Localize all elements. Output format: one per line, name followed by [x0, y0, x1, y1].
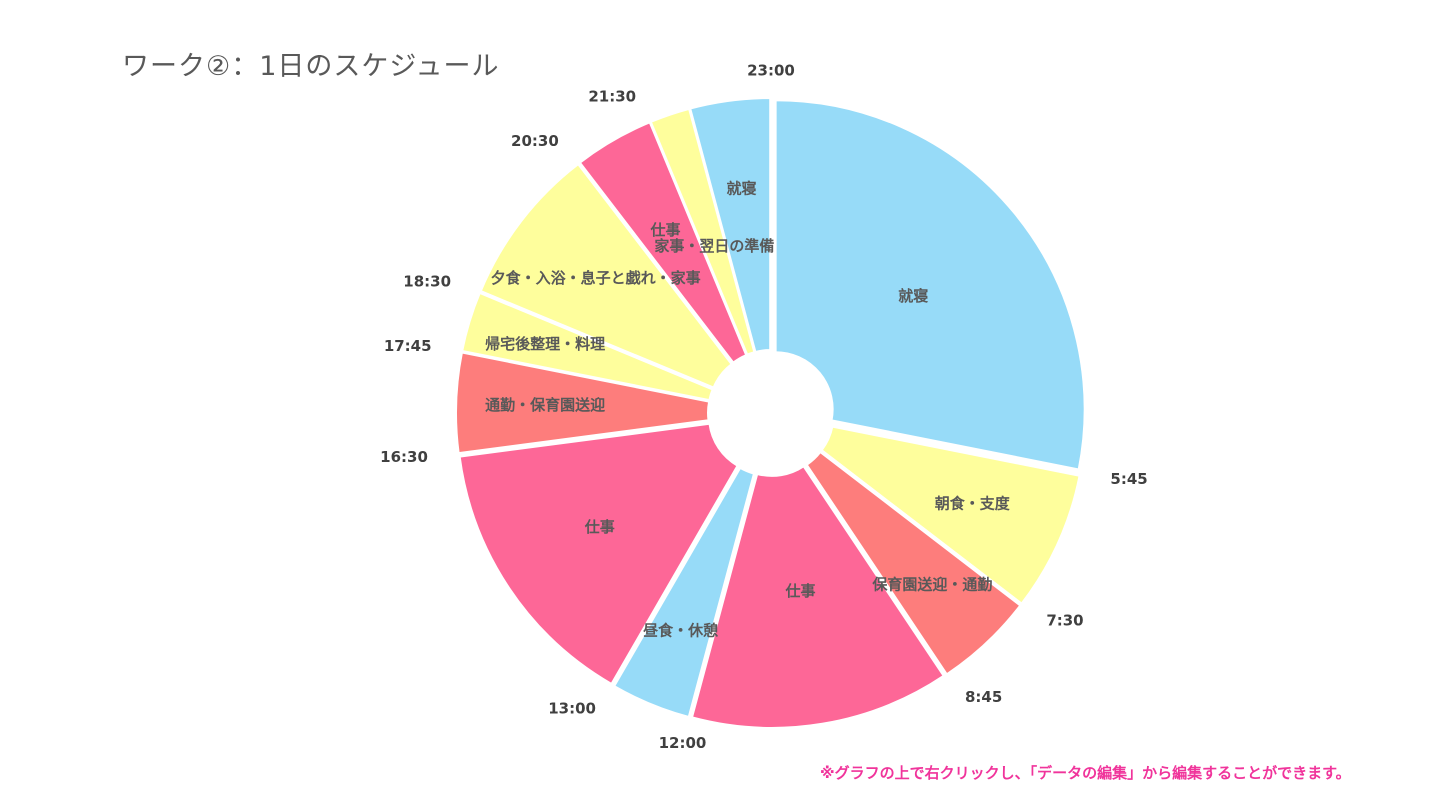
chart-slice[interactable] — [578, 121, 748, 364]
time-label: 18:30 — [403, 273, 451, 291]
chart-slices — [455, 97, 1086, 729]
slice-label: 就寝 — [726, 179, 756, 197]
chart-slice[interactable] — [455, 351, 711, 455]
page-title: ワーク②：1日のスケジュール — [122, 51, 500, 82]
chart-slice[interactable] — [689, 97, 772, 354]
time-label: 21:30 — [588, 88, 636, 106]
time-label: 17:45 — [384, 337, 432, 355]
chart-slice[interactable] — [690, 464, 946, 729]
chart-slice[interactable] — [612, 466, 756, 719]
edit-hint-note: ※グラフの上で右クリックし、「データの編集」から編集することができます。 — [820, 764, 1351, 782]
slice-label: 仕事 — [649, 221, 680, 239]
slice-label: 昼食・休憩 — [643, 622, 718, 640]
slice-label: 家事・翌日の準備 — [654, 237, 774, 255]
time-label: 7:30 — [1046, 612, 1083, 630]
chart-slice-labels: 就寝朝食・支度保育園送迎・通勤仕事昼食・休憩仕事通勤・保育園送迎帰宅後整理・料理… — [485, 179, 1011, 639]
time-label: 20:30 — [511, 132, 559, 150]
chart-slice[interactable] — [805, 450, 1022, 676]
chart-time-labels: 23:00 5:45 7:30 8:45 12:00 13:00 16:30 17:45 18:… — [380, 62, 1148, 752]
time-label: 8:45 — [965, 688, 1002, 706]
chart-slice[interactable] — [774, 99, 1086, 471]
slice-label: 仕事 — [784, 582, 815, 600]
time-label: 23:00 — [747, 62, 795, 80]
slice-label: 通勤・保育園送迎 — [485, 396, 605, 414]
time-label: 12:00 — [659, 734, 707, 752]
slice-label: 仕事 — [584, 518, 615, 536]
chart-slice[interactable] — [461, 291, 714, 402]
chart-slice[interactable] — [649, 107, 756, 356]
time-label: 16:30 — [380, 448, 428, 466]
chart-slice[interactable] — [458, 422, 739, 686]
chart-slice[interactable] — [479, 162, 733, 389]
slice-label: 朝食・支度 — [935, 495, 1011, 513]
time-label: 5:45 — [1110, 470, 1147, 488]
chart-slice[interactable] — [820, 425, 1081, 605]
slice-label: 夕食・入浴・息子と戯れ・家事 — [491, 269, 701, 287]
slice-label: 保育園送迎・通勤 — [871, 576, 992, 594]
time-label: 13:00 — [548, 700, 596, 718]
slice-label: 就寝 — [898, 287, 928, 305]
slice-label: 帰宅後整理・料理 — [485, 335, 605, 353]
